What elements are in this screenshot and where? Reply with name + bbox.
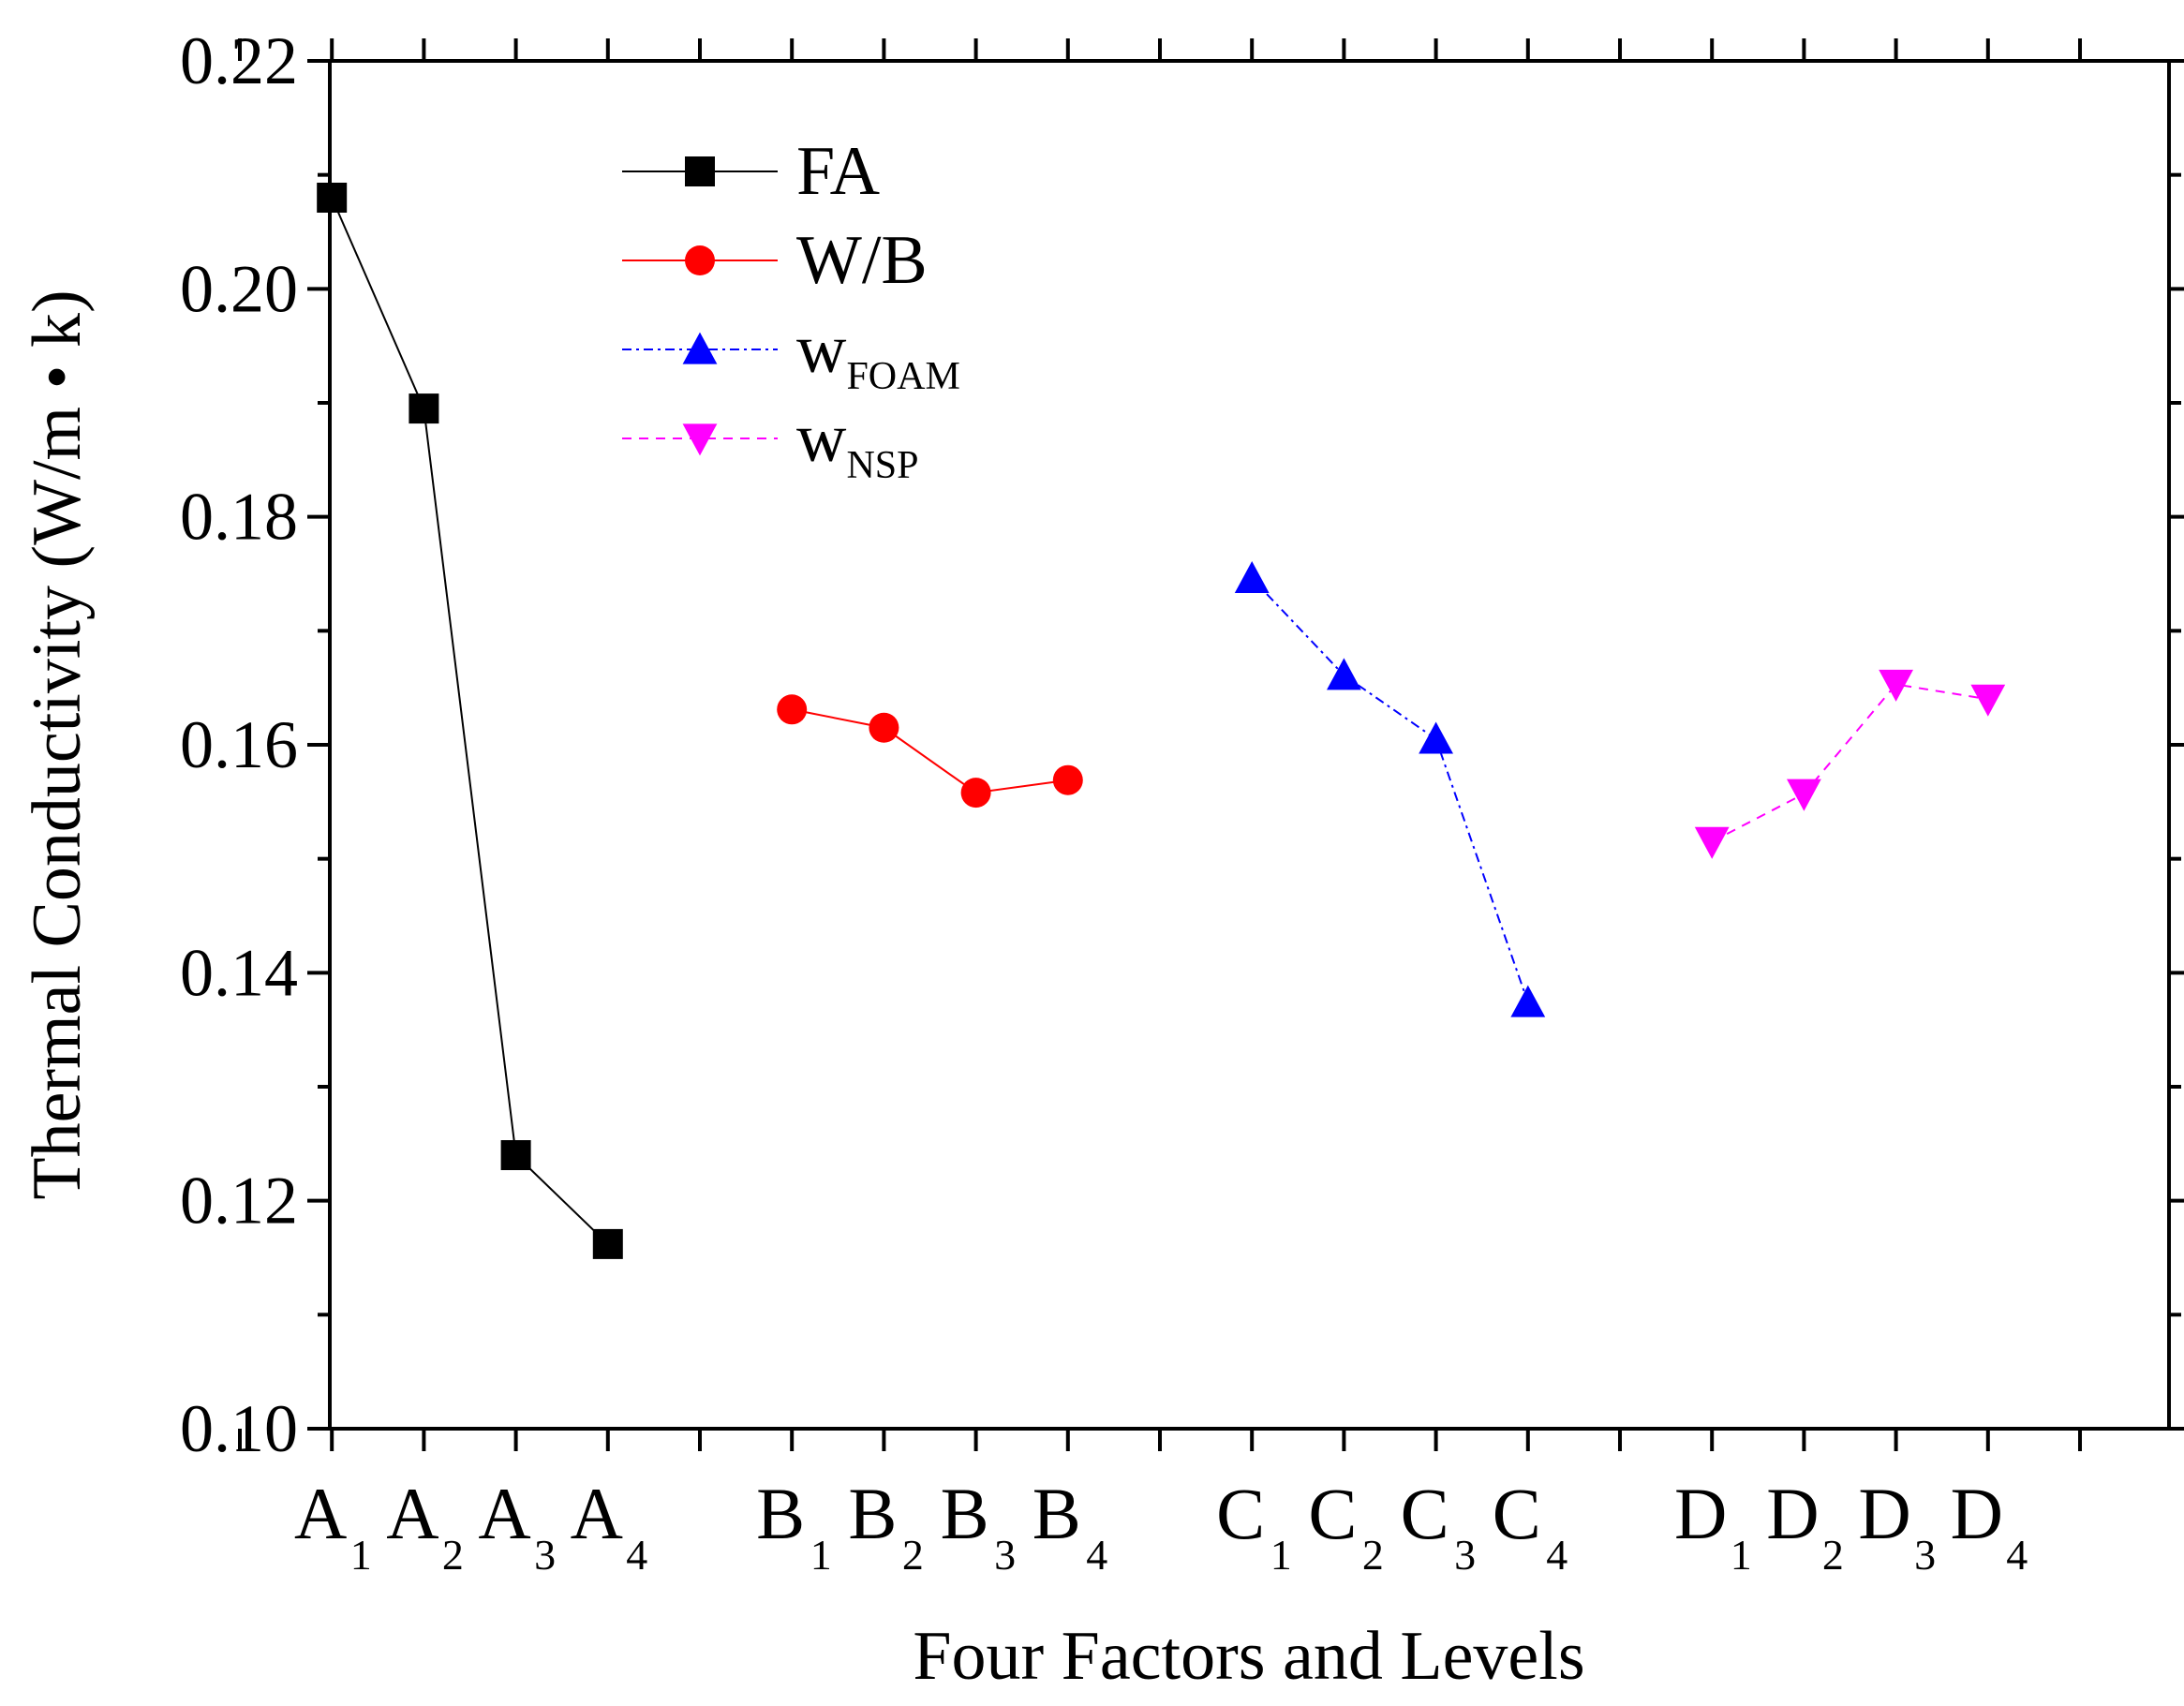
data-point [1787, 779, 1821, 811]
x-tick-label-subscript: 3 [534, 1531, 556, 1579]
data-point [1327, 658, 1361, 690]
y-tick-label: 0.12 [180, 1164, 298, 1239]
data-point [682, 423, 718, 456]
series-line [331, 197, 609, 1245]
data-point [1234, 560, 1270, 594]
data-point [1694, 826, 1730, 859]
x-tick-label: D [1674, 1473, 1727, 1554]
x-tick-label-subscript: 2 [1822, 1531, 1844, 1579]
data-point [317, 183, 348, 213]
y-tick-label: 0.20 [180, 251, 298, 326]
series-layer [317, 183, 2006, 1259]
data-point [1510, 985, 1546, 1017]
data-point [777, 694, 808, 725]
x-tick-label: C [1493, 1473, 1541, 1554]
x-tick-label-subscript: 4 [626, 1531, 647, 1579]
x-tick-label-subscript: 1 [810, 1531, 832, 1579]
data-point [1052, 764, 1083, 795]
x-tick-label: A [478, 1473, 530, 1554]
x-tick-label: D [1766, 1473, 1819, 1554]
y-axis-label: Thermal Conductivity (W/m • k) [19, 289, 96, 1199]
series-wnsp [1694, 669, 2006, 859]
x-tick-label-subscript: 3 [1454, 1531, 1476, 1579]
data-point [960, 778, 991, 808]
x-tick-label: B [1033, 1473, 1081, 1554]
x-tick-label: A [294, 1473, 347, 1554]
x-tick-label-subscript: 1 [1270, 1531, 1292, 1579]
legend-item: FA [622, 133, 880, 210]
legend-item: W/B [622, 222, 928, 299]
series-w-b [777, 694, 1083, 808]
data-point [592, 1228, 623, 1259]
x-tick-label-subscript: 4 [1086, 1531, 1107, 1579]
x-tick-label-subscript: 2 [442, 1531, 464, 1579]
x-tick-label-subscript: 3 [994, 1531, 1016, 1579]
data-point [1879, 669, 1913, 702]
x-tick-label: A [571, 1473, 623, 1554]
data-point [682, 332, 718, 364]
x-tick-label: B [756, 1473, 805, 1554]
y-tick-label: 0.18 [180, 480, 298, 555]
x-tick-label-subscript: 4 [2006, 1531, 2028, 1579]
series-wfoam [1234, 560, 1546, 1017]
x-tick-label: C [1308, 1473, 1357, 1554]
x-tick-label: A [386, 1473, 438, 1554]
data-point [685, 245, 715, 275]
x-tick-label-subscript: 2 [1362, 1531, 1384, 1579]
data-point [1419, 721, 1453, 754]
x-tick-label: B [941, 1473, 989, 1554]
x-tick-label-subscript: 1 [1731, 1531, 1752, 1579]
x-tick-label: D [1951, 1473, 2003, 1554]
x-tick-label-subscript: 2 [902, 1531, 924, 1579]
x-axis-label: Four Factors and Levels [913, 1618, 1584, 1695]
y-tick-label: 0.16 [180, 707, 298, 782]
series-fa [317, 183, 623, 1259]
y-tick-label: 0.14 [180, 935, 298, 1010]
x-tick-label: C [1401, 1473, 1449, 1554]
y-axis-ticks: 0.100.120.140.160.180.200.22 [180, 23, 2184, 1466]
x-tick-label: B [848, 1473, 897, 1554]
legend-label: W/B [796, 222, 928, 299]
x-tick-label: D [1858, 1473, 1910, 1554]
x-tick-label: C [1216, 1473, 1265, 1554]
series-line [1251, 577, 1529, 1003]
data-point [869, 712, 899, 743]
data-point [685, 156, 715, 186]
x-tick-label-subscript: 3 [1914, 1531, 1936, 1579]
series-line [1711, 683, 1988, 843]
legend-label-subscript: NSP [846, 444, 918, 487]
data-point [1970, 684, 2006, 717]
data-point [409, 393, 439, 424]
legend-label: FA [796, 133, 880, 210]
x-tick-label-subscript: 4 [1546, 1531, 1567, 1579]
series-line [792, 708, 1068, 794]
legend-label-subscript: FOAM [846, 355, 959, 398]
x-tick-label-subscript: 1 [350, 1531, 372, 1579]
data-point [500, 1140, 531, 1170]
